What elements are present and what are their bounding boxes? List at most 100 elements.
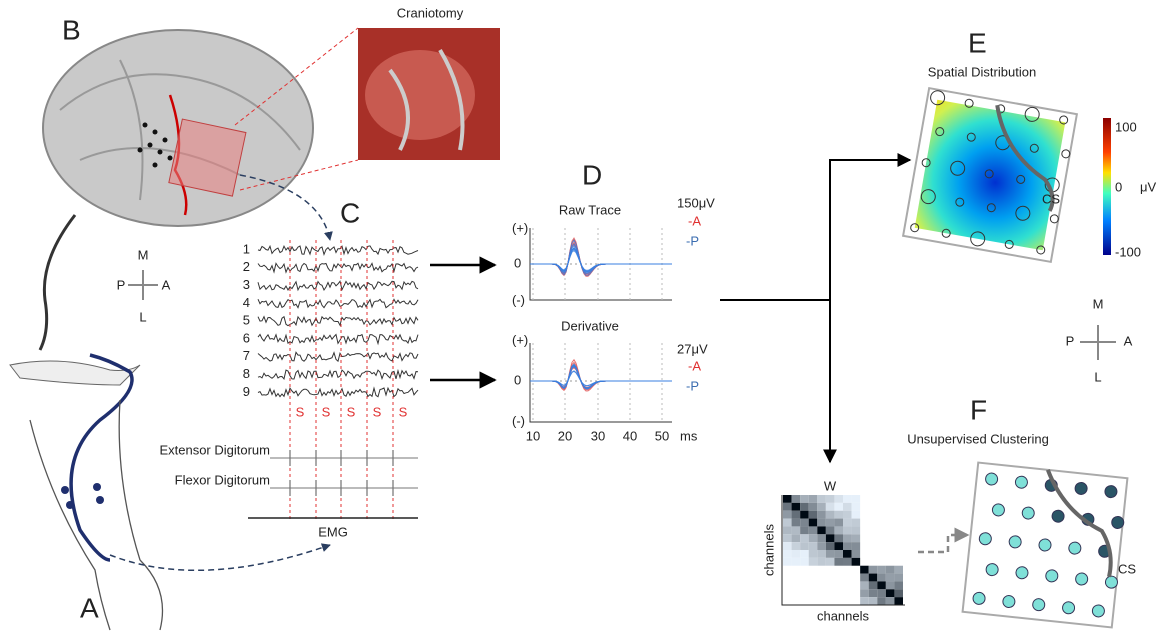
matrix-cell (800, 503, 809, 511)
matrix-cell (809, 558, 818, 566)
matrix-cell (792, 519, 801, 527)
waveform (530, 240, 672, 275)
matrix-cell (800, 526, 809, 534)
matrix-cell (860, 589, 869, 597)
matrix-cell (783, 519, 792, 527)
axis-label: channels (817, 608, 870, 623)
matrix-cell (817, 503, 826, 511)
trace (258, 388, 418, 397)
stim-label: S (322, 404, 331, 419)
matrix-cell (894, 589, 903, 597)
y-label: (+) (512, 220, 528, 235)
matrix-cell (783, 511, 792, 519)
matrix-cell (869, 581, 878, 589)
waveform (530, 251, 672, 271)
legend-label: -A (688, 213, 701, 228)
compass-label: M (138, 247, 149, 262)
panel-letter: D (582, 159, 602, 190)
stim-label: S (296, 404, 305, 419)
matrix-cell (800, 519, 809, 527)
connector (830, 160, 910, 300)
matrix-cell (817, 542, 826, 550)
matrix-cell (817, 519, 826, 527)
matrix-label: W (824, 478, 837, 493)
matrix-cell (809, 526, 818, 534)
matrix-cell (783, 542, 792, 550)
compass (1080, 325, 1116, 360)
grid-overlay (169, 119, 246, 196)
channel-label: 1 (243, 241, 250, 256)
dashed-arrow (110, 545, 330, 570)
legend-label: -P (686, 233, 699, 248)
matrix-cell (852, 558, 861, 566)
spinal-cord (10, 361, 140, 385)
channel-label: 2 (243, 259, 250, 274)
waveform (530, 364, 672, 389)
emg-electrodes (61, 483, 104, 509)
x-unit: ms (680, 428, 698, 443)
trace (258, 263, 418, 272)
colorbar-label: -100 (1115, 244, 1141, 259)
matrix-cell (886, 581, 895, 589)
waveform (530, 240, 672, 275)
waveform (530, 365, 672, 389)
matrix-cell (886, 574, 895, 582)
x-tick-label: 30 (591, 428, 605, 443)
matrix-cell (792, 511, 801, 519)
plot-axes (530, 343, 672, 422)
panel-letter: A (80, 592, 99, 623)
matrix-cell (877, 589, 886, 597)
waveform (530, 240, 672, 275)
matrix-cell (792, 550, 801, 558)
matrix-cell (792, 542, 801, 550)
y-label: 0 (514, 255, 521, 270)
scale-label: 150μV (677, 195, 715, 210)
matrix-cell (852, 495, 861, 503)
matrix-cell (877, 581, 886, 589)
similarity-matrix (783, 495, 903, 605)
matrix-cell (894, 581, 903, 589)
matrix-cell (834, 526, 843, 534)
matrix-cell (809, 495, 818, 503)
nerve (71, 355, 132, 560)
matrix-cell (834, 542, 843, 550)
waveform (530, 360, 672, 391)
channel-label: 6 (243, 330, 250, 345)
matrix-cell (800, 550, 809, 558)
matrix-cell (792, 503, 801, 511)
matrix-cell (843, 558, 852, 566)
panel-letter: E (968, 27, 987, 58)
matrix-cell (800, 558, 809, 566)
matrix-cell (817, 511, 826, 519)
compass-label: A (162, 277, 171, 292)
waveform (530, 248, 672, 272)
matrix-cell (852, 550, 861, 558)
matrix-cell (877, 566, 886, 574)
waveform (530, 244, 672, 273)
axis-label: channels (761, 523, 776, 576)
x-tick-label: 10 (526, 428, 540, 443)
matrix-cell (809, 503, 818, 511)
matrix-cell (809, 550, 818, 558)
waveform (530, 366, 672, 388)
compass-label: A (1124, 333, 1133, 348)
y-label: (-) (512, 413, 525, 428)
matrix-cell (817, 495, 826, 503)
waveform (530, 249, 672, 271)
cs-label: CS (1042, 191, 1060, 206)
matrix-cell (783, 503, 792, 511)
matrix-cell (817, 550, 826, 558)
matrix-cell (869, 597, 878, 605)
matrix-cell (869, 566, 878, 574)
matrix-cell (800, 511, 809, 519)
matrix-cell (894, 597, 903, 605)
stim-label: S (373, 404, 382, 419)
colorbar-unit: μV (1140, 179, 1156, 194)
matrix-cell (826, 511, 835, 519)
panel-letter: B (62, 14, 81, 45)
colorbar-label: 0 (1115, 179, 1122, 194)
waveform (530, 249, 672, 272)
matrix-cell (843, 495, 852, 503)
waveform (530, 244, 672, 273)
waveform (530, 242, 672, 274)
